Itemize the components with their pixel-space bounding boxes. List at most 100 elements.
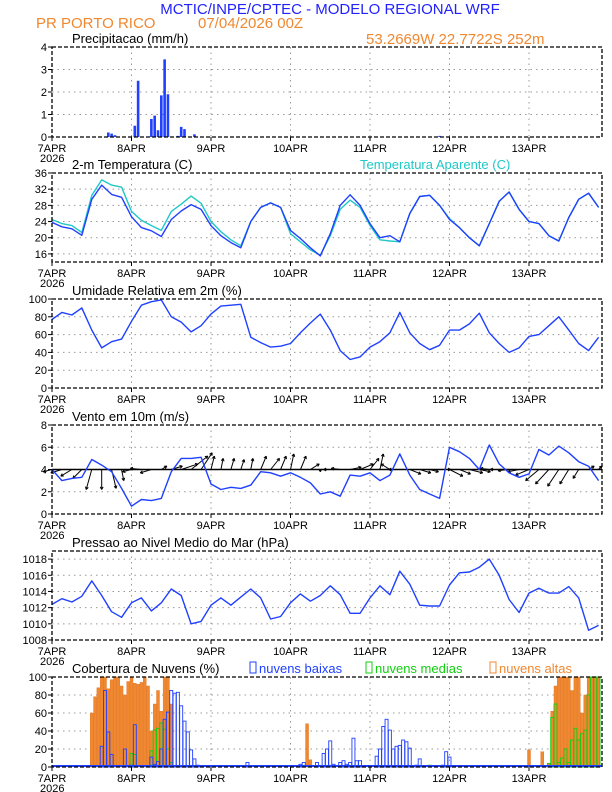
x-tick-label: 11APR: [353, 773, 387, 785]
y-tick-label: 36: [35, 168, 47, 180]
x-tick-label: 10APR: [273, 143, 308, 155]
precip-panel: 0 1 2 3 4 7APR 8APR 9APR 10APR 11APR 12APR 13APR 202…: [38, 31, 603, 165]
nuvens-altas-bar: [573, 676, 578, 768]
x-tick-label: 7APR: [38, 646, 67, 658]
nuvens-altas-bar: [557, 676, 561, 768]
precip-bar: [156, 130, 160, 137]
x-tick-label: 8APR: [117, 143, 146, 155]
y-tick-label: 1008: [23, 635, 47, 647]
x-tick-label: 9APR: [197, 773, 226, 785]
legend-label: nuvens medias: [375, 661, 463, 676]
x-year-label: 2026: [40, 278, 64, 290]
y-tick-label: 0: [41, 509, 47, 521]
nuvens-altas-bar: [593, 676, 597, 768]
wind-vector: [525, 469, 540, 482]
wind-vector: [210, 455, 216, 470]
x-tick-label: 9APR: [197, 520, 226, 532]
legend-swatch: [249, 661, 257, 674]
wind-vector: [200, 452, 213, 470]
legend-label: nuvens baixas: [259, 661, 343, 676]
x-tick-label: 9APR: [197, 143, 226, 155]
nuvens-baixas-bar: [172, 692, 177, 768]
wind-vector: [139, 469, 152, 474]
pressure-title: Pressao ao Nivel Medio do Mar (hPa): [72, 535, 289, 550]
x-tick-label: 8APR: [117, 268, 146, 280]
x-tick-label: 11APR: [353, 646, 387, 658]
wind-vector: [85, 469, 93, 490]
x-tick-label: 10APR: [273, 646, 308, 658]
location-label: PR PORTO RICO: [36, 15, 155, 32]
wind-series-line-0: [51, 444, 600, 507]
wind-vector: [559, 469, 570, 485]
wind-vector: [250, 458, 255, 470]
main-title: MCTIC/INPE/CPTEC - MODELO REGIONAL WRF: [160, 1, 499, 18]
x-tick-label: 11APR: [353, 394, 387, 406]
precip-bar: [136, 80, 140, 137]
wind-title: Vento em 10m (m/s): [72, 409, 189, 424]
wind-vector: [190, 455, 209, 470]
y-tick-label: 0: [41, 132, 47, 144]
nuvens-altas-bar: [90, 712, 94, 768]
nuvens-altas-bar: [126, 681, 130, 768]
wind-vector: [588, 465, 595, 470]
y-tick-label: 8: [41, 420, 47, 432]
nuvens-altas-bar: [93, 696, 97, 768]
y-tick-label: 0: [41, 762, 47, 774]
nuvens-altas-bar: [305, 723, 309, 768]
nuvens-altas-bar: [580, 712, 584, 768]
rh-title: Umidade Relativa em 2m (%): [72, 283, 242, 298]
x-tick-label: 9APR: [197, 394, 226, 406]
wind-vector: [230, 458, 236, 470]
precip-bar: [150, 119, 153, 137]
nuvens-altas-bar: [560, 676, 564, 768]
y-tick-label: 1010: [23, 619, 47, 631]
wind-vector: [318, 468, 323, 472]
nuvens-altas-bar: [113, 676, 117, 768]
precip-bar: [166, 94, 170, 137]
wind-vector: [497, 468, 510, 473]
wind-vector: [60, 469, 73, 477]
nuvens-altas-bar: [136, 684, 140, 768]
nuvens-altas-bar: [109, 679, 114, 768]
pressure-series-line-0: [51, 558, 599, 631]
legend-swatch: [365, 661, 373, 674]
y-tick-label: 16: [35, 249, 47, 261]
nuvens-altas-bar: [143, 676, 147, 768]
wind-vector: [409, 469, 422, 475]
x-tick-label: 7APR: [38, 143, 67, 155]
nuvens-altas-bar: [567, 676, 571, 768]
nuvens-baixas-bar: [404, 741, 409, 768]
wind-vector: [121, 469, 126, 481]
x-tick-label: 11APR: [353, 520, 387, 532]
wind-vector: [99, 469, 104, 490]
x-tick-label: 9APR: [197, 268, 226, 280]
x-tick-label: 13APR: [512, 143, 547, 155]
wind-vector: [459, 469, 471, 475]
nuvens-altas-bar: [596, 676, 601, 768]
y-tick-label: 100: [29, 672, 47, 684]
precip-bar: [183, 129, 186, 137]
nuvens-baixas-bar: [321, 753, 326, 768]
wind-vector: [330, 466, 341, 471]
nuvens-baixas-bar: [182, 720, 187, 768]
precip-bar: [113, 135, 117, 137]
x-tick-label: 8APR: [117, 520, 146, 532]
wind-vector: [479, 469, 491, 474]
nuvens-baixas-bar: [377, 748, 382, 768]
nuvens-altas-bar: [570, 690, 574, 768]
wind-vector: [380, 463, 391, 470]
y-tick-label: 60: [35, 708, 47, 720]
nuvens-baixas-bar: [444, 751, 449, 768]
nuvens-altas-bar: [540, 751, 544, 768]
x-tick-label: 13APR: [512, 520, 547, 532]
x-tick-label: 9APR: [197, 646, 226, 658]
precip-bar: [438, 135, 441, 137]
rh-series-line-0: [51, 299, 600, 361]
rh-plot-frame: [51, 298, 603, 389]
x-tick-label: 10APR: [273, 268, 308, 280]
nuvens-baixas-bar: [179, 705, 184, 768]
wind-vector: [419, 469, 432, 474]
